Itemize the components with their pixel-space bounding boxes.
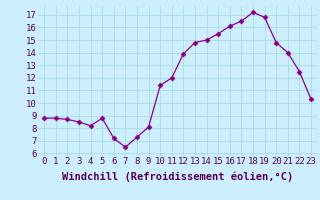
X-axis label: Windchill (Refroidissement éolien,°C): Windchill (Refroidissement éolien,°C) [62, 172, 293, 182]
